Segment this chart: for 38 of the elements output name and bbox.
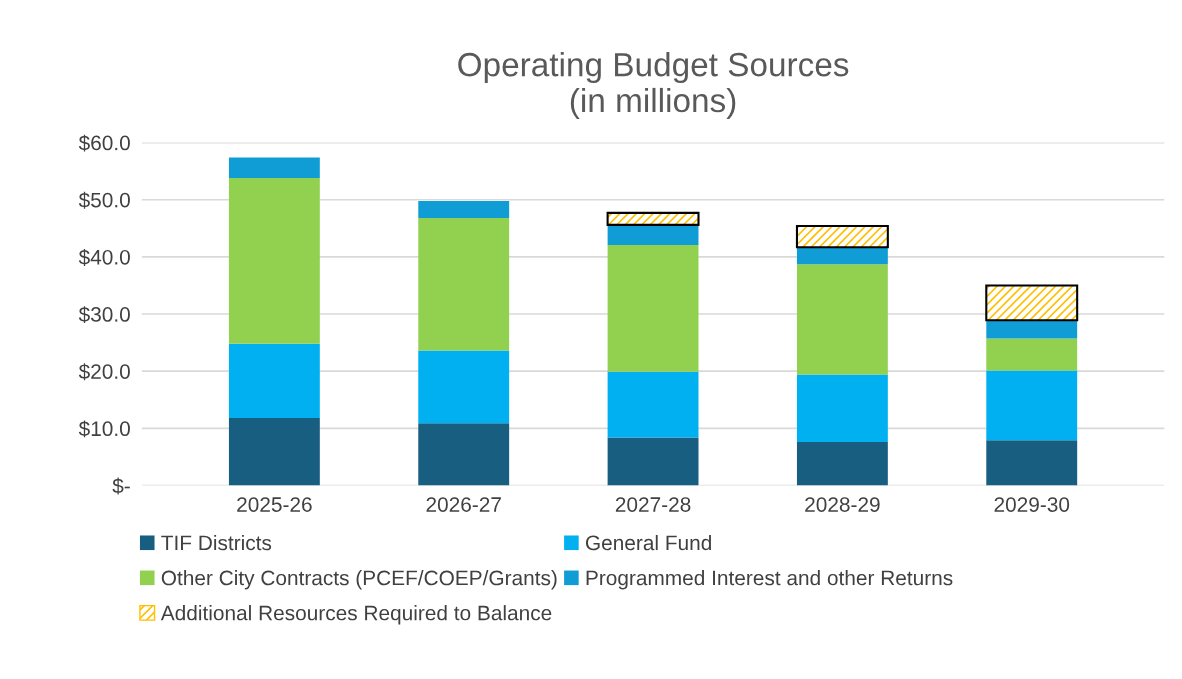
bar [607, 244, 699, 372]
legend-label: Additional Resources Required to Balance [160, 605, 552, 625]
legend-label: TIF Districts [161, 534, 272, 551]
y-tick-label: $- [112, 477, 130, 495]
x-tick-label: 2026-27 [426, 497, 501, 512]
bar [607, 224, 699, 245]
y-tick-label: $20.0 [78, 363, 130, 381]
bar [418, 218, 510, 351]
y-tick-label: $40.0 [78, 249, 130, 266]
bar [228, 157, 320, 179]
bar [986, 440, 1078, 486]
y-tick-label: $30.0 [78, 306, 130, 324]
bar [418, 423, 510, 486]
legend-label: Programmed Interest and other Returns [586, 570, 953, 590]
y-tick-label: $60.0 [78, 134, 130, 152]
legend-label: Other City Contracts (PCEF/COEP/Grants) [161, 570, 557, 590]
bar [228, 343, 320, 419]
x-tick-label: 2029-30 [994, 497, 1070, 512]
legend-label: General Fund [585, 534, 711, 551]
bar [796, 442, 888, 486]
bar [986, 320, 1078, 339]
bar [418, 350, 510, 424]
x-tick-label: 2025-26 [237, 497, 312, 512]
bar [796, 264, 888, 375]
x-tick-label: 2027-28 [615, 497, 691, 512]
bar [607, 437, 699, 486]
bar [986, 338, 1078, 371]
bar [796, 247, 888, 265]
bar [228, 178, 320, 344]
x-tick-label: 2028-29 [805, 497, 880, 512]
y-tick-label: $50.0 [78, 191, 130, 209]
chart-title: Operating Budget Sources (in millions) [458, 51, 849, 119]
bar [228, 418, 320, 486]
bar [986, 370, 1078, 441]
bar [418, 200, 510, 219]
y-tick-label: $10.0 [78, 420, 130, 438]
bar [607, 371, 699, 438]
bar [796, 374, 888, 443]
